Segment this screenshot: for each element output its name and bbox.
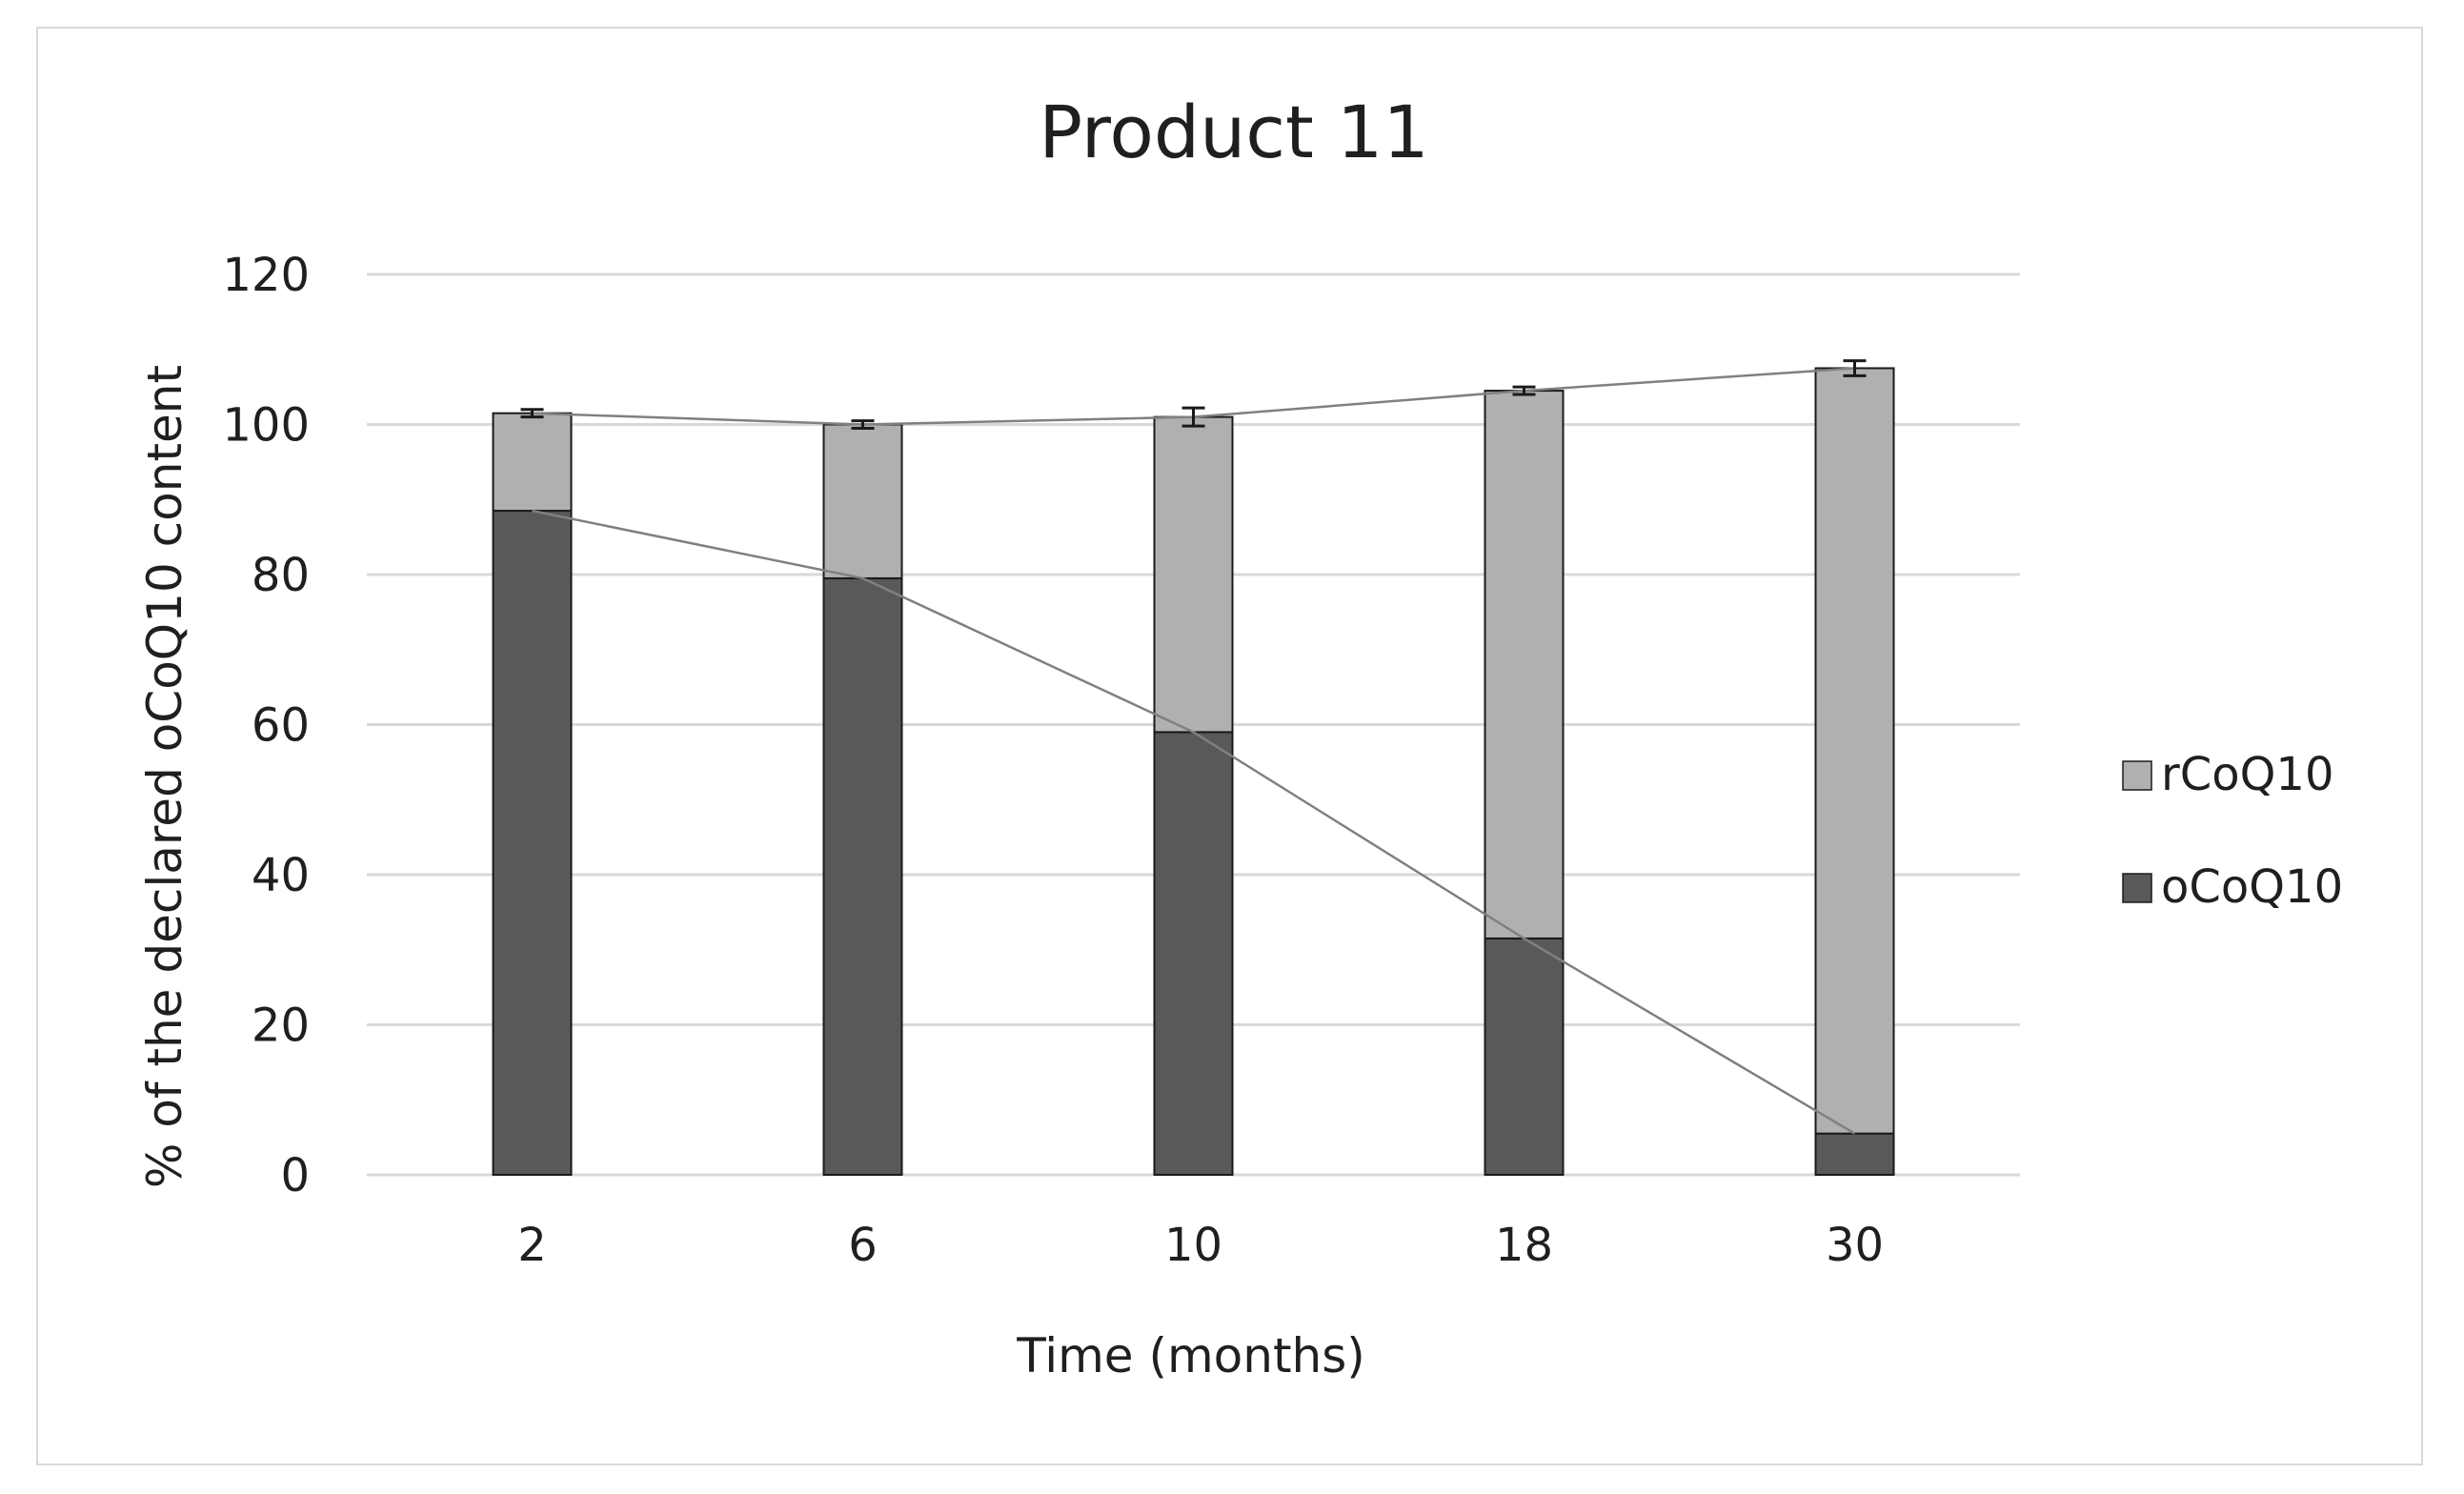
error-bar-10: [1182, 406, 1205, 428]
x-tick-label: 2: [517, 1219, 547, 1272]
x-axis-label: Time (months): [1016, 1328, 1365, 1383]
bar-ocoq10-2: [492, 510, 573, 1176]
y-axis-label: % of the declared oCoQ10 content: [137, 365, 192, 1188]
bar-rcoq10-18: [1484, 390, 1565, 939]
y-tick-label: 120: [222, 249, 310, 302]
bar-ocoq10-10: [1153, 731, 1234, 1176]
error-bar-2: [520, 408, 544, 419]
bar-rcoq10-10: [1153, 415, 1234, 734]
bars: [492, 367, 1895, 1176]
y-tick-label: 40: [252, 849, 310, 902]
y-tick-label: 60: [252, 699, 310, 753]
legend: rCoQ10 oCoQ10: [2122, 748, 2343, 914]
error-bars: [520, 359, 1867, 430]
legend-label-ocoq10: oCoQ10: [2161, 860, 2343, 914]
y-tick-label: 20: [252, 999, 310, 1053]
legend-swatch-ocoq10: [2122, 873, 2152, 903]
x-tick-label: 10: [1164, 1219, 1222, 1272]
x-tick-label: 6: [848, 1219, 878, 1272]
x-tick-label: 30: [1826, 1219, 1884, 1272]
bar-ocoq10-30: [1814, 1132, 1895, 1176]
y-tick-label: 80: [252, 549, 310, 602]
chart-title: Product 11: [1039, 90, 1428, 174]
bar-rcoq10-30: [1814, 367, 1895, 1135]
ocoq10-trend-line: [532, 509, 1856, 1135]
x-axis-ticks: 2 6 10 18 30: [517, 1219, 1884, 1272]
legend-label-rcoq10: rCoQ10: [2161, 748, 2333, 801]
bar-rcoq10-6: [822, 423, 903, 579]
y-tick-label: 100: [222, 399, 310, 453]
error-bar-30: [1843, 359, 1867, 377]
bar-ocoq10-18: [1484, 937, 1565, 1176]
error-bar-18: [1512, 385, 1536, 396]
y-axis-ticks: 0 20 40 60 80 100 120: [222, 249, 310, 1202]
legend-swatch-rcoq10: [2122, 760, 2152, 791]
y-tick-label: 0: [280, 1149, 310, 1202]
bar-rcoq10-2: [492, 412, 573, 513]
x-tick-label: 18: [1495, 1219, 1553, 1272]
error-bar-6: [851, 419, 875, 430]
bar-ocoq10-6: [822, 576, 903, 1176]
